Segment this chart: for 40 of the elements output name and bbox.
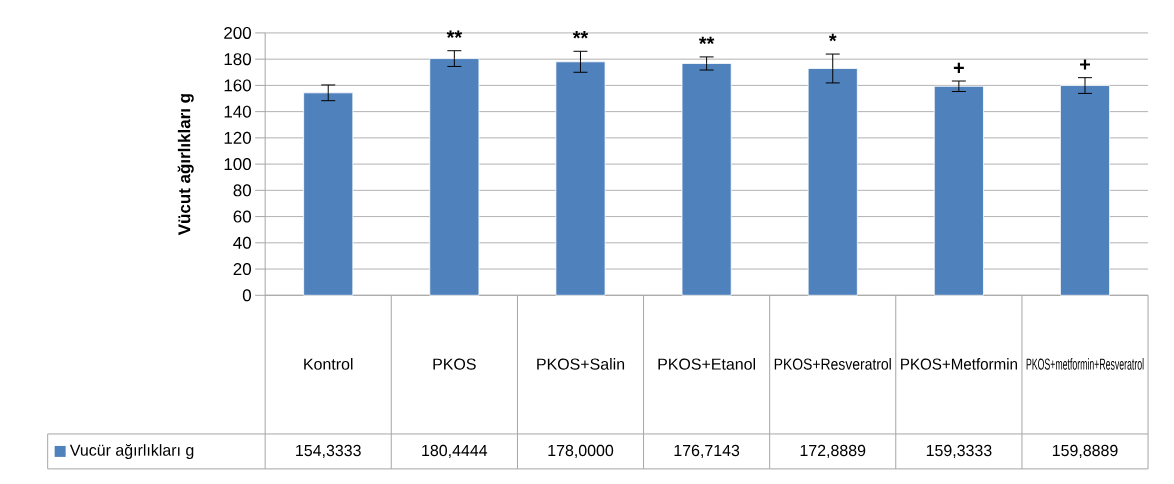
y-tick-label: 120 — [224, 131, 251, 144]
bar — [933, 85, 984, 296]
y-tick-label: 180 — [224, 53, 251, 66]
y-tick-label: 60 — [233, 210, 251, 223]
y-tick-label: 200 — [224, 26, 251, 40]
y-tick-label: 100 — [224, 158, 251, 171]
bar — [555, 61, 606, 296]
annotation: + — [953, 62, 964, 74]
x-tick-label: Kontrol — [304, 358, 353, 370]
y-tick-label: 140 — [224, 105, 251, 118]
data-label: 172,8889 — [800, 444, 866, 459]
bar — [681, 63, 732, 296]
y-tick-label: 80 — [233, 184, 251, 197]
bar — [1060, 85, 1110, 296]
y-tick-label: 0 — [242, 289, 251, 302]
x-tick-label: PKOS — [433, 358, 476, 370]
x-tick-label: PKOS+Salin — [537, 358, 625, 370]
data-label: 159,3333 — [926, 444, 992, 459]
bar — [807, 68, 858, 296]
legend-label: Vucür ağırlıkları g — [69, 443, 194, 460]
data-label: 180,4444 — [422, 444, 488, 459]
data-label: 178,0000 — [548, 444, 614, 459]
data-label: 154,3333 — [296, 444, 361, 459]
y-axis-title: Vücut ağırlıkları g — [177, 94, 194, 236]
y-tick-label: 40 — [233, 236, 251, 249]
x-tick-label: PKOS+Metformin — [901, 358, 1017, 370]
y-tick-label: 20 — [233, 263, 251, 276]
bar — [303, 92, 354, 296]
y-tick-label: 160 — [224, 79, 251, 92]
annotation: + — [1080, 59, 1091, 70]
annotation: ** — [446, 30, 463, 38]
annotation: ** — [572, 31, 589, 39]
annotation: * — [828, 33, 837, 42]
x-tick-label: PKOS+Etanol — [658, 358, 755, 370]
bar — [429, 58, 480, 296]
x-tick-label: PKOS+metformin+Resveratrol — [1026, 358, 1144, 370]
data-label: 176,7143 — [674, 444, 740, 459]
annotation: ** — [698, 36, 715, 45]
x-tick-label: PKOS+Resveratrol — [774, 358, 891, 370]
data-label: 159,8889 — [1052, 444, 1118, 459]
